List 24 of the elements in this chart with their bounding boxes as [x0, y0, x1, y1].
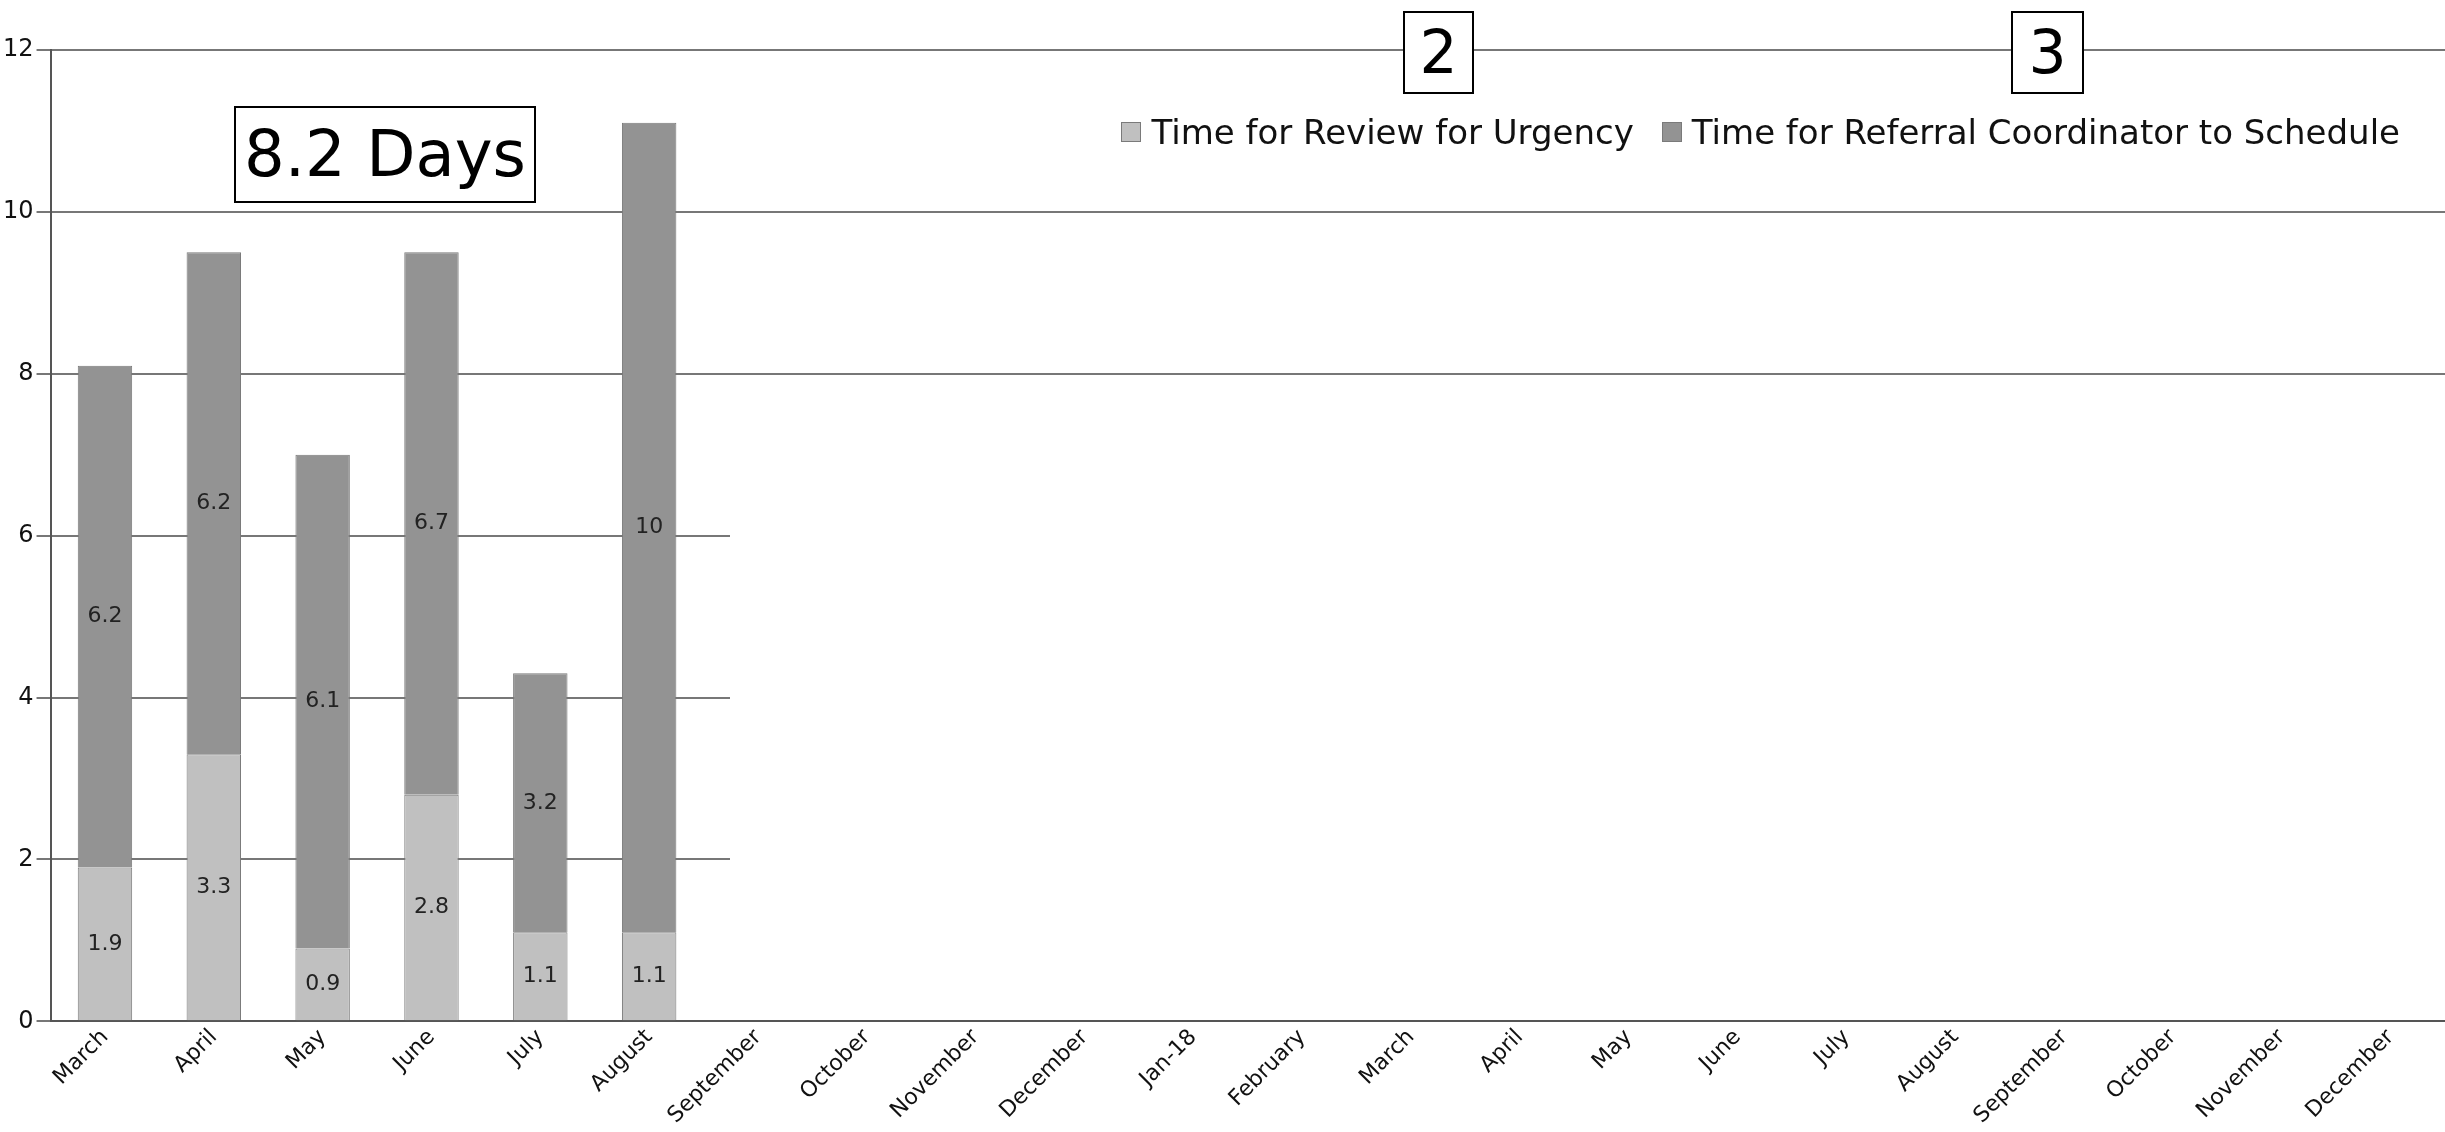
- y-tick-label: 12: [2, 34, 34, 63]
- y-tick-label: 8: [18, 358, 34, 387]
- data-label: 1.9: [87, 929, 123, 955]
- y-tick-label: 2: [18, 843, 34, 872]
- data-label: 10: [635, 513, 664, 539]
- annotation: 2: [1403, 11, 1474, 94]
- data-label: 6.2: [87, 602, 123, 628]
- data-label: 3.2: [522, 788, 558, 814]
- data-label: 1.1: [631, 962, 667, 988]
- data-label: 6.7: [413, 509, 449, 535]
- data-label: 1.1: [522, 962, 558, 988]
- data-label: 6.2: [196, 489, 232, 515]
- data-label: 3.3: [196, 873, 232, 899]
- y-tick-label: 4: [18, 681, 34, 710]
- data-label: 0.9: [305, 970, 341, 996]
- annotation: 3: [2011, 11, 2084, 94]
- annotation: 8.2 Days: [234, 106, 536, 203]
- y-tick-label: 0: [18, 1005, 34, 1034]
- y-tick-label: 10: [2, 196, 34, 225]
- data-label: 2.8: [413, 893, 449, 919]
- legend-label: Time for Review for Urgency: [1151, 112, 1634, 152]
- data-label: 6.1: [305, 687, 341, 713]
- y-tick-label: 6: [18, 519, 34, 548]
- legend-label: Time for Referral Coordinator to Schedule: [1691, 112, 2400, 152]
